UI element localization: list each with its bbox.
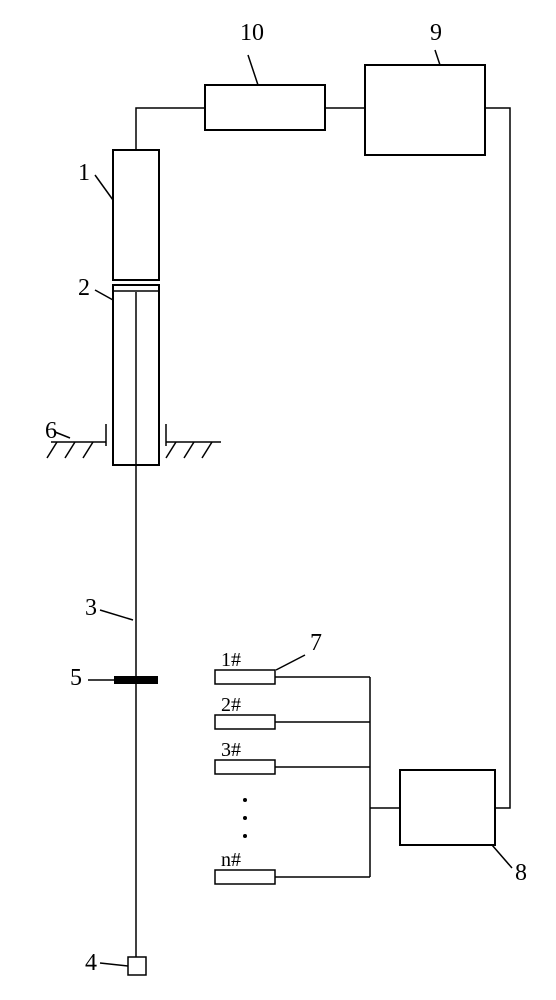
callout-label: 4 [85, 950, 97, 976]
sensor-label: 3# [221, 739, 241, 761]
leader-line [100, 963, 128, 966]
block-1 [113, 150, 159, 280]
leader-line [248, 55, 258, 85]
leader-line [95, 290, 113, 300]
block-8 [400, 770, 495, 845]
sensor-box [215, 670, 275, 684]
callout-label: 1 [78, 160, 90, 186]
sensor-label: 2# [221, 694, 241, 716]
callout-label: 10 [240, 20, 264, 46]
callout-label: 3 [85, 595, 97, 621]
leader-line [435, 50, 440, 65]
sensor-label: n# [221, 849, 241, 871]
ellipsis-dot [243, 816, 247, 820]
block-10 [205, 85, 325, 130]
ground-hatch [83, 442, 93, 458]
ellipsis-dot [243, 798, 247, 802]
leader-line [492, 845, 512, 868]
sensor-box [215, 870, 275, 884]
leader-line [55, 432, 70, 438]
callout-label: 8 [515, 860, 527, 886]
callout-label: 9 [430, 20, 442, 46]
wire [136, 108, 205, 150]
callout-label: 7 [310, 630, 322, 656]
ground-hatch [65, 442, 75, 458]
ground-hatch [166, 442, 176, 458]
leader-line [95, 175, 113, 200]
sensor-box [215, 715, 275, 729]
ground-hatch [202, 442, 212, 458]
callout-label: 5 [70, 665, 82, 691]
sensor-box [215, 760, 275, 774]
callout-label: 2 [78, 275, 90, 301]
sensor-label: 1# [221, 649, 241, 671]
ground-hatch [47, 442, 57, 458]
ellipsis-dot [243, 834, 247, 838]
block-9 [365, 65, 485, 155]
leader-line [100, 610, 133, 620]
leader-line [276, 655, 305, 670]
wire [485, 108, 510, 808]
callout-label: 6 [45, 418, 57, 444]
block-4 [128, 957, 146, 975]
ground-hatch [184, 442, 194, 458]
